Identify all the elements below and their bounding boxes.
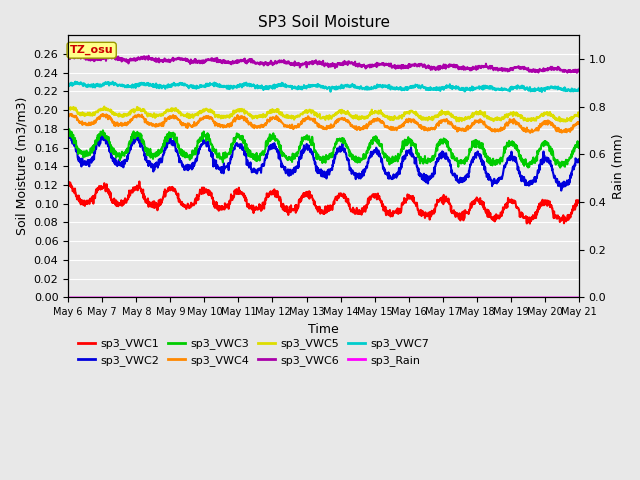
Y-axis label: Soil Moisture (m3/m3): Soil Moisture (m3/m3) [15,97,28,236]
sp3_VWC7 [72,79,79,84]
Line: sp3_VWC2: sp3_VWC2 [68,134,579,191]
sp3_VWC7 [575,86,583,92]
sp3_VWC5 [282,114,289,120]
Y-axis label: Rain (mm): Rain (mm) [612,133,625,199]
sp3_VWC6 [301,60,309,66]
sp3_VWC5 [64,107,72,112]
sp3_VWC2 [575,157,583,163]
sp3_VWC1 [136,179,143,184]
sp3_VWC5 [561,119,569,124]
Line: sp3_VWC4: sp3_VWC4 [68,114,579,133]
sp3_VWC6 [292,62,300,68]
sp3_VWC5 [125,109,132,115]
Line: sp3_VWC7: sp3_VWC7 [68,82,579,92]
sp3_VWC1 [575,200,583,205]
sp3_VWC7 [125,84,132,90]
Text: TZ_osu: TZ_osu [70,45,113,55]
sp3_VWC4 [125,119,132,125]
sp3_VWC7 [282,81,289,87]
sp3_Rain [301,294,308,300]
sp3_VWC2 [355,170,363,176]
sp3_VWC3 [282,153,289,158]
sp3_Rain [104,294,111,300]
sp3_VWC6 [68,51,76,57]
sp3_VWC6 [104,53,112,59]
sp3_VWC4 [355,126,363,132]
sp3_VWC1 [526,221,534,227]
sp3_VWC6 [573,70,580,76]
sp3_VWC3 [301,136,309,142]
sp3_VWC7 [64,81,72,87]
sp3_VWC1 [301,192,309,198]
sp3_Rain [292,294,300,300]
sp3_VWC3 [125,141,132,146]
sp3_VWC2 [104,144,112,149]
sp3_Rain [125,294,132,300]
sp3_VWC3 [292,153,300,158]
sp3_VWC2 [301,146,309,152]
sp3_VWC4 [282,122,289,128]
Line: sp3_VWC3: sp3_VWC3 [68,129,579,168]
sp3_VWC7 [538,89,546,95]
sp3_VWC1 [64,181,72,187]
sp3_VWC4 [527,130,534,136]
sp3_VWC7 [292,85,300,91]
sp3_VWC4 [301,117,309,122]
sp3_VWC5 [301,110,309,116]
X-axis label: Time: Time [308,323,339,336]
sp3_VWC7 [355,85,363,91]
sp3_VWC4 [99,111,107,117]
sp3_VWC6 [575,67,583,73]
sp3_Rain [355,294,363,300]
sp3_VWC6 [125,58,132,64]
sp3_VWC3 [65,126,73,132]
sp3_VWC1 [125,192,132,198]
Legend: sp3_VWC1, sp3_VWC2, sp3_VWC3, sp3_VWC4, sp3_VWC5, sp3_VWC6, sp3_VWC7, sp3_Rain: sp3_VWC1, sp3_VWC2, sp3_VWC3, sp3_VWC4, … [74,334,433,370]
sp3_Rain [575,294,583,300]
sp3_VWC5 [575,111,583,117]
sp3_VWC1 [282,205,289,211]
sp3_VWC3 [64,133,72,139]
Line: sp3_VWC6: sp3_VWC6 [68,54,579,73]
sp3_VWC5 [100,104,108,109]
sp3_Rain [64,294,72,300]
sp3_VWC4 [64,113,72,119]
sp3_VWC1 [292,210,300,216]
sp3_VWC6 [282,59,289,64]
Title: SP3 Soil Moisture: SP3 Soil Moisture [257,15,390,30]
sp3_VWC4 [104,116,112,122]
sp3_VWC6 [355,60,363,66]
sp3_VWC2 [125,149,132,155]
sp3_VWC5 [355,115,363,121]
sp3_VWC7 [104,80,112,86]
sp3_VWC5 [104,108,112,113]
Line: sp3_VWC5: sp3_VWC5 [68,107,579,121]
sp3_VWC3 [575,143,583,149]
sp3_VWC3 [104,137,112,143]
sp3_VWC1 [104,187,111,193]
sp3_VWC2 [557,188,565,193]
sp3_VWC2 [282,164,289,170]
sp3_VWC1 [355,207,363,213]
sp3_VWC4 [575,121,583,127]
sp3_VWC6 [64,53,72,59]
sp3_Rain [281,294,289,300]
sp3_VWC2 [64,132,72,138]
sp3_VWC2 [97,132,105,137]
sp3_VWC7 [301,85,309,91]
sp3_VWC5 [292,114,300,120]
Line: sp3_VWC1: sp3_VWC1 [68,181,579,224]
sp3_VWC3 [355,157,363,163]
sp3_VWC3 [556,165,564,170]
sp3_VWC2 [292,167,300,172]
sp3_VWC4 [292,124,300,130]
